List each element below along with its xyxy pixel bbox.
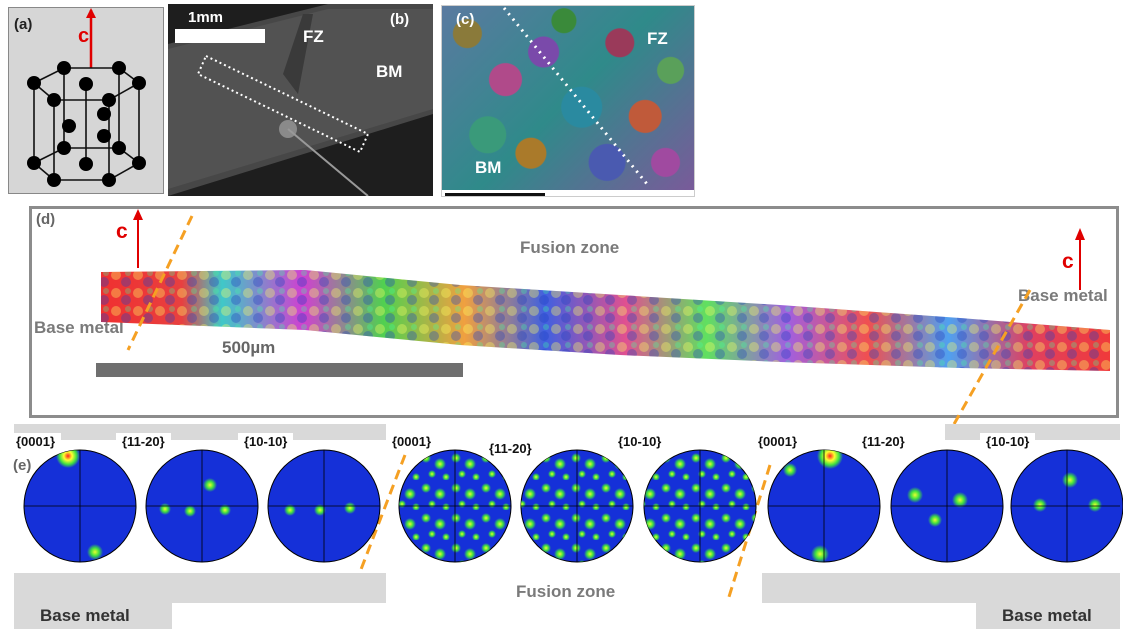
bm-left-bottom-tab <box>14 600 172 629</box>
panel-d: (d) <box>29 206 1119 418</box>
scale-bar-500um-label: 500µm <box>222 338 276 357</box>
panel-c-ebsd-map: (c) FZ BM <box>441 5 695 197</box>
panel-e-label: (e) <box>13 457 32 474</box>
c-axis-right-label: c <box>1062 250 1074 273</box>
fusion-boundary-line <box>502 7 649 185</box>
scale-bar-500um <box>96 363 463 377</box>
panel-c-label: (c) <box>456 11 475 28</box>
pole-label-g1-11-20: {11-20} <box>116 433 171 450</box>
scale-bar <box>175 29 265 43</box>
base-metal-right-bottom-label: Base metal <box>1002 606 1092 625</box>
fz-label: FZ <box>647 29 668 48</box>
pole-label-g1-10-10: {10-10} <box>238 433 294 450</box>
panel-a: (a) c <box>8 7 164 194</box>
sem-specimen <box>168 4 433 196</box>
scale-bar-label: 1mm <box>188 9 224 26</box>
c-axis-left-label: c <box>116 220 128 243</box>
hcp-cell-diagram <box>27 8 146 187</box>
bm-label: BM <box>475 158 502 177</box>
bm-right-bottom-tab <box>976 600 1120 629</box>
bm-right-bottom-bar <box>762 573 1120 603</box>
base-metal-left-label: Base metal <box>34 318 124 337</box>
pole-label-g3-0001: {0001} <box>752 433 804 450</box>
pole-label-g2-11-20: {11-20} <box>483 440 538 457</box>
base-metal-left-bottom-label: Base metal <box>40 606 130 625</box>
map-footer <box>442 190 694 196</box>
pole-label-g1-0001: {0001} <box>10 433 62 450</box>
c-axis-label: c <box>78 25 90 47</box>
bm-label: BM <box>376 62 403 81</box>
grain-texture <box>442 6 694 190</box>
panel-d-label: (d) <box>36 211 56 228</box>
panel-a-label: (a) <box>14 16 33 33</box>
pole-label-g2-0001: {0001} <box>386 433 438 450</box>
panel-b-label: (b) <box>390 11 410 28</box>
pole-label-g2-10-10: {10-10} <box>612 433 668 450</box>
base-metal-right-label: Base metal <box>1018 286 1108 305</box>
pole-label-g3-10-10: {10-10} <box>980 433 1036 450</box>
fusion-zone-title: Fusion zone <box>520 238 620 257</box>
pole-label-g3-11-20: {11-20} <box>856 433 911 450</box>
bm-left-bottom-bar <box>14 573 386 603</box>
fz-label: FZ <box>303 27 324 46</box>
panel-b-sem-image: 1mm FZ BM (b) <box>168 4 433 196</box>
fusion-zone-bottom-label: Fusion zone <box>516 582 616 601</box>
